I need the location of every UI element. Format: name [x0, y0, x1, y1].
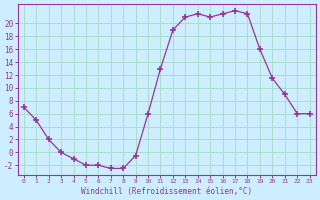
X-axis label: Windchill (Refroidissement éolien,°C): Windchill (Refroidissement éolien,°C): [81, 187, 252, 196]
